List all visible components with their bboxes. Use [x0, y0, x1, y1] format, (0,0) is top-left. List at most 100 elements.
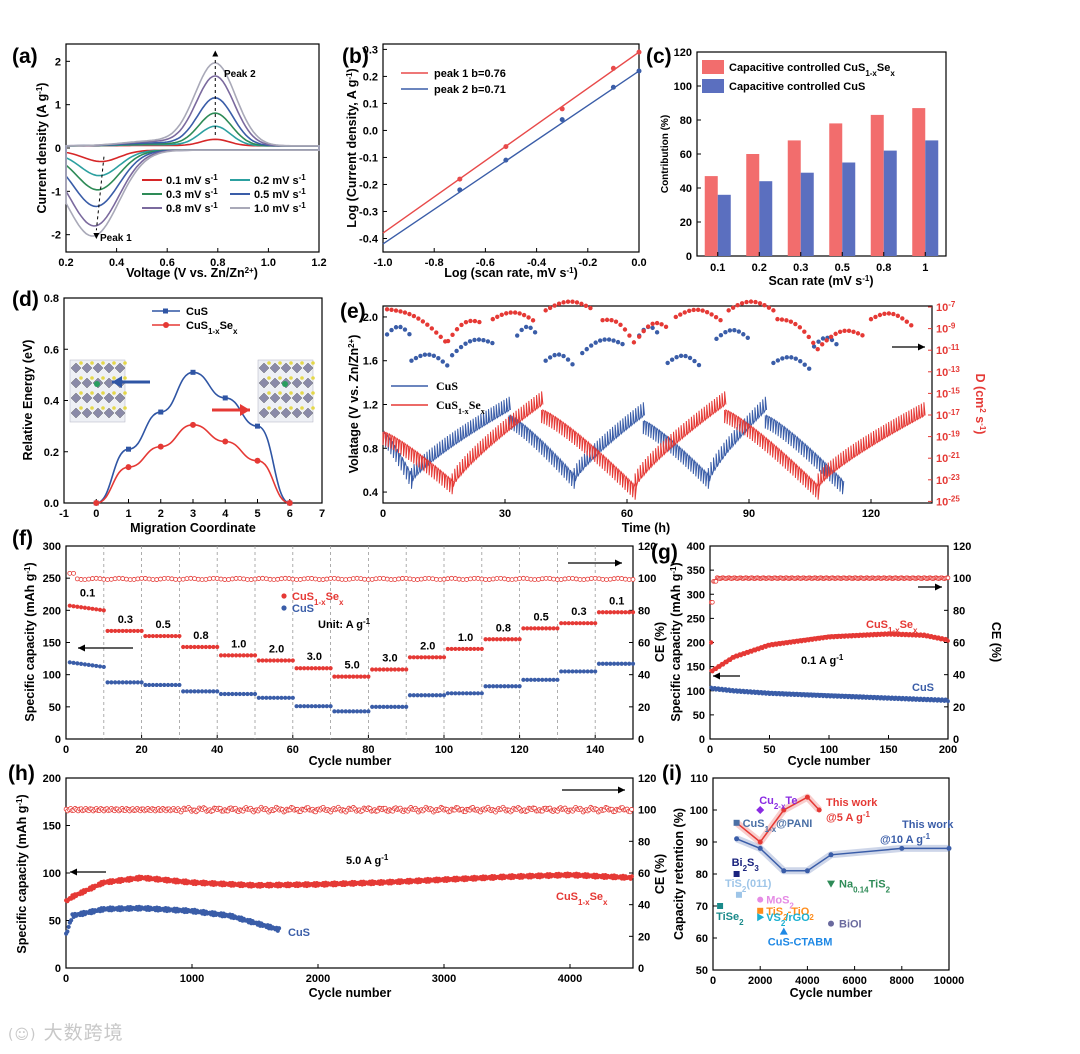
panel-f-capacity-point [150, 682, 156, 688]
crystal-polyhedron [92, 362, 104, 374]
panel-e-cusse-d-point [570, 299, 575, 304]
panel-f-ce-point [248, 577, 254, 582]
panel-b-data-point [457, 187, 463, 193]
panel-f-capacity-point [600, 661, 605, 666]
panel-f-ytick-label: 200 [43, 605, 61, 617]
panel-e-legend-label: CuS1-xSex [436, 398, 485, 416]
panel-e-ylabel-right: D (cm2 s-1) [973, 374, 988, 435]
panel-h-ytick-label: 100 [638, 805, 656, 817]
panel-f-capacity-point [234, 653, 239, 658]
panel-d-xtick-label: -1 [59, 508, 69, 520]
panel-b-xlabel: Log (scan rate, mV s-1) [444, 266, 578, 281]
panel-e-cus-d-point [422, 352, 428, 357]
panel-c-bar [842, 162, 856, 256]
panel-f-capacity-point [494, 637, 500, 642]
panel-g-ylabel-capacity: Specific capacity (mAh g-1) [669, 562, 684, 721]
panel-f-capacity-point [612, 610, 617, 615]
panel-f-capacity-point [264, 658, 269, 663]
panel-e-cus-d-point [402, 327, 408, 332]
panel-b-xtick-label: 0.0 [631, 257, 646, 269]
panel-f-capacity-point [570, 669, 575, 674]
panel-f-capacity-point [90, 663, 95, 668]
panel-b-data-point [610, 65, 616, 71]
panel-f-capacity-point [268, 695, 273, 700]
panel-f-ce-point [456, 576, 462, 582]
panel-e-cus-d-point [665, 360, 670, 366]
panel-f-ytick-label: 0 [55, 734, 61, 746]
panel-f-ce-point [524, 576, 530, 582]
panel-f-capacity-point [585, 621, 590, 626]
panel-f-capacity-point [411, 655, 416, 660]
panel-f-ytick-label: 300 [43, 541, 61, 553]
panel-f-capacity-point [162, 633, 167, 639]
panel-e-cusse-d-point [726, 308, 731, 313]
panel-f-capacity-point [154, 633, 159, 639]
crystal-polyhedron [114, 407, 126, 419]
panel-e-right-tick-label: 10-17 [936, 408, 960, 423]
panel-f-capacity-point [275, 695, 280, 700]
panel-f-ce-point [611, 576, 617, 582]
crystal-atom [289, 406, 293, 410]
panel-a-xtick-label: 0.4 [109, 257, 125, 269]
panel-e-right-tick-label: 10-25 [936, 494, 960, 509]
panel-i-marker [756, 806, 765, 814]
panel-f-capacity-point [328, 666, 333, 671]
panel-f-capacity-point [131, 680, 137, 685]
panel-f-ce-point [226, 577, 231, 582]
panel-e-xlabel: Time (h) [622, 521, 670, 535]
panel-f-capacity-point [71, 660, 76, 665]
panel-h-ytick-label: 50 [49, 916, 61, 928]
panel-g-label: (g) [651, 541, 678, 564]
panel-e-cusse-d-point [766, 305, 772, 310]
panel-f-ce-point [347, 576, 352, 582]
panel-f-ce-point [623, 576, 628, 582]
panel-f-ce-point [158, 576, 163, 582]
panel-f-ce-point [369, 576, 375, 582]
panel-e-cusse-d-point [526, 315, 531, 320]
panel-e: (e) 0 30 60 90 120 0.4 0.8 1.2 1.6 2.0 10-7 10-9 10-… [340, 299, 988, 535]
panel-f-ce-point [407, 576, 413, 582]
panel-c: (c) 0 20 40 60 80 100 120 0.1 0.2 0.3 0.5 0.8 1 Sca… [646, 45, 947, 288]
crystal-atom [278, 361, 282, 365]
panel-e-cusse-d-point [429, 326, 434, 331]
panel-f-ce-point [275, 576, 281, 582]
crystal-polyhedron [103, 362, 115, 374]
panel-e-cusse-d-point [837, 329, 843, 335]
panel-e-cus-d-point [683, 353, 688, 359]
panel-f-ce-point [309, 576, 315, 581]
panel-a-cv-curve [65, 61, 320, 237]
panel-e-cus-d-point [427, 352, 432, 357]
panel-f-capacity-point [532, 626, 537, 631]
panel-f-capacity-point [260, 695, 265, 700]
panel-f-capacity-point [199, 644, 205, 650]
panel-e-cusse-d-point [678, 312, 683, 317]
panel-i-marker [733, 819, 740, 826]
panel-e-cusse-d-point [659, 322, 664, 327]
panel-f-capacity-point [317, 666, 322, 671]
panel-i-xtick-label: 4000 [795, 975, 819, 987]
panel-f-label: (f) [12, 527, 33, 550]
panel-e-cusse-d-point [900, 316, 905, 321]
panel-f-capacity-point [351, 709, 356, 714]
panel-f-capacity-point [234, 691, 239, 697]
panel-f-capacity-point [536, 626, 541, 631]
panel-i-point [734, 836, 740, 842]
panel-e-cusse-d-point [407, 311, 412, 317]
panel-f-capacity-point [630, 661, 636, 666]
panel-e-cusse-d-point [454, 327, 460, 332]
crystal-atom [101, 391, 105, 395]
panel-f-capacity-point [498, 684, 503, 689]
panel-e-label: (e) [340, 300, 366, 323]
panel-f-legend-label: CuS [292, 603, 314, 615]
panel-e-cus-d-point [413, 355, 419, 361]
panel-d: (d) -1 0 1 2 3 4 5 6 7 0.0 0.2 0.4 0.6 0.8 Migration … [12, 288, 325, 535]
panel-e-cusse-d-point [641, 328, 646, 334]
panel-e-frame [382, 305, 933, 504]
crystal-polyhedron [70, 362, 82, 374]
panel-f-ce-point [596, 576, 602, 582]
panel-g-ytick-label: 200 [687, 638, 705, 650]
panel-f-ytick-label: 80 [638, 605, 650, 617]
panel-f-capacity-point [407, 693, 413, 698]
panel-f-capacity-point [513, 637, 518, 642]
panel-f-capacity-point [241, 691, 246, 697]
